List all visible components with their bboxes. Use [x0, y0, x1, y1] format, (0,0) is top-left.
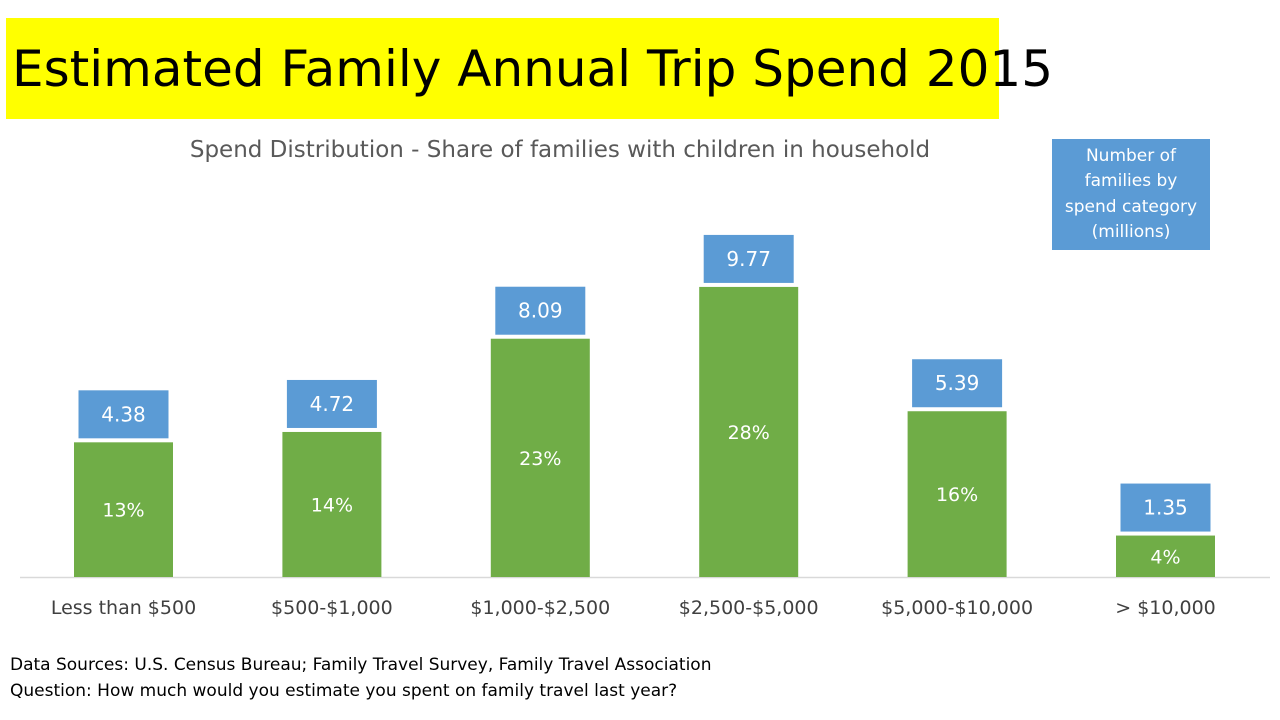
families-label: 1.35: [1143, 496, 1188, 520]
chart-subtitle: Spend Distribution - Share of families w…: [189, 137, 931, 163]
bar: [490, 338, 590, 577]
families-label-box: [703, 234, 794, 283]
bar-value-label: 14%: [311, 494, 353, 516]
bar: [74, 442, 173, 577]
footer-sources: Data Sources: U.S. Census Bureau; Family…: [10, 655, 712, 675]
families-label-box: [286, 379, 377, 428]
bar-value-label: 23%: [519, 448, 561, 470]
bar: [282, 431, 382, 577]
families-label: 4.72: [310, 392, 355, 416]
x-tick-label: $500-$1,000: [271, 597, 393, 619]
families-label: 5.39: [935, 371, 980, 395]
families-label: 4.38: [101, 402, 146, 426]
bar-value-label: 28%: [728, 422, 770, 444]
chart-title: Estimated Family Annual Trip Spend 2015: [12, 39, 1054, 98]
bar-value-label: 13%: [102, 500, 144, 522]
families-label-box: [495, 286, 586, 335]
bar: [699, 286, 799, 577]
title-box: Estimated Family Annual Trip Spend 2015: [6, 18, 1053, 119]
families-label-box: [78, 390, 169, 439]
bar-value-label: 4%: [1150, 546, 1180, 568]
x-tick-label: $1,000-$2,500: [470, 597, 610, 619]
families-label: 9.77: [726, 247, 771, 271]
x-tick-label: Less than $500: [51, 597, 196, 619]
families-label-box: [1120, 483, 1211, 532]
families-label-box: [912, 359, 1003, 408]
families-label: 8.09: [518, 299, 563, 323]
bar: [907, 411, 1007, 577]
x-tick-label: $2,500-$5,000: [679, 597, 819, 619]
x-tick-label: $5,000-$10,000: [881, 597, 1033, 619]
legend-note-text: Number of families by spend category (mi…: [1064, 145, 1198, 243]
footer-question: Question: How much would you estimate yo…: [10, 681, 678, 701]
x-tick-label: > $10,000: [1115, 597, 1216, 619]
bar-value-label: 16%: [936, 484, 978, 506]
bar: [1116, 535, 1215, 577]
legend-note: Number of families by spend category (mi…: [1052, 139, 1210, 250]
